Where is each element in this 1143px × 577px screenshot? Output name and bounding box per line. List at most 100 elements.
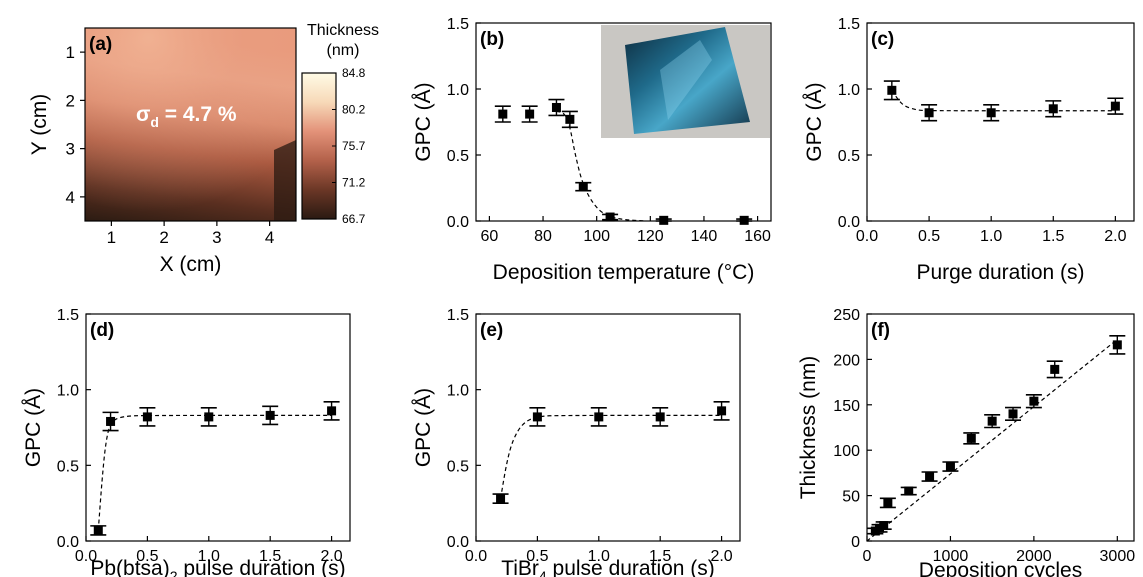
x-tick-label: 3: [212, 228, 221, 247]
y-tick-label: 1.0: [57, 383, 79, 400]
marker: [1008, 409, 1018, 419]
y-tick-label: 1.0: [447, 82, 469, 99]
marker: [655, 412, 665, 422]
marker: [93, 525, 103, 535]
data-point: [561, 110, 578, 129]
y-tick-label: 0: [851, 534, 860, 551]
x-tick-label: 1.5: [649, 548, 671, 565]
fit-curve: [866, 338, 1118, 542]
y-axis-label: GPC (Å): [412, 82, 435, 161]
data-point: [875, 521, 892, 531]
marker: [904, 486, 914, 496]
data-point: [90, 525, 107, 536]
data-point: [1107, 97, 1124, 115]
marker: [887, 85, 897, 95]
marker: [525, 109, 535, 119]
x-tick-label: 3000: [1100, 548, 1136, 565]
data-point: [921, 104, 938, 122]
marker: [551, 102, 561, 112]
data-point: [1109, 334, 1126, 355]
marker: [565, 114, 575, 124]
data-point: [200, 407, 217, 427]
colorbar-tick-label: 75.7: [342, 139, 366, 153]
marker: [204, 412, 214, 422]
data-point: [883, 80, 900, 101]
panel-f: 0 1000 2000 3000 0 50 100 150 200 250 Deposition c…: [797, 307, 1135, 577]
marker: [327, 406, 337, 416]
x-axis-label-main: Pb(btsa): [90, 557, 169, 577]
x-tick-label: 2.0: [1104, 228, 1126, 245]
x-tick-label: 2.0: [320, 548, 342, 565]
data-point: [1045, 100, 1062, 118]
panel-c: 0.0 0.5 1.0 1.5 2.0 0.0 0.5 1.0 1.5 Purge duratio…: [803, 16, 1135, 284]
x-tick-label: 0.5: [526, 548, 548, 565]
data-point: [921, 471, 938, 482]
colorbar-bar: [301, 72, 337, 220]
colorbar-tick-label: 80.2: [342, 103, 366, 117]
x-axis-label: TiBr4 pulse duration (s): [501, 557, 715, 577]
y-tick-label: 2: [66, 91, 75, 110]
x-axis-label-rest: pulse duration (s): [178, 557, 346, 577]
data-point: [879, 497, 896, 509]
data-point: [1005, 406, 1022, 422]
data-point: [1025, 394, 1042, 409]
y-tick-label: 0.0: [447, 214, 469, 231]
data-point: [262, 405, 279, 426]
y-tick-label: 1.5: [447, 16, 469, 33]
x-tick-label: 1.5: [1042, 228, 1064, 245]
plot-frame: [84, 27, 297, 222]
marker: [945, 462, 955, 472]
x-tick-label: 4: [265, 228, 274, 247]
y-axis-label: GPC (Å): [22, 388, 45, 467]
x-tick-label: 1.0: [198, 548, 220, 565]
data-point: [652, 407, 669, 427]
marker: [659, 215, 669, 225]
y-tick-label: 1.5: [447, 307, 469, 324]
marker: [1112, 340, 1122, 350]
marker: [739, 215, 749, 225]
marker: [106, 416, 116, 426]
y-tick-label: 250: [833, 307, 860, 324]
x-tick-label: 2.0: [710, 548, 732, 565]
y-tick-label: 0.5: [57, 458, 79, 475]
x-tick-label: 1000: [933, 548, 969, 565]
marker: [879, 521, 889, 531]
data-point: [529, 407, 546, 427]
marker: [532, 412, 542, 422]
data-point: [900, 486, 917, 496]
x-tick-label: 1.0: [588, 548, 610, 565]
marker: [883, 498, 893, 508]
x-tick-label: 0.0: [75, 548, 97, 565]
data-point: [736, 215, 753, 225]
data-point: [139, 407, 156, 427]
x-axis-label-subscript: 2: [170, 568, 178, 577]
fit-curve: [97, 414, 332, 531]
annotation-symbol: σ: [136, 103, 150, 126]
x-axis-label-subscript: 4: [539, 568, 547, 577]
x-tick-label: 0: [863, 548, 872, 565]
y-tick-label: 1.0: [447, 383, 469, 400]
y-tick-label: 3: [66, 140, 75, 159]
panel-a: 1 2 3 4 1 2 3 4 X (cm) Y (cm) (a) σd = 4.7 % Thickne…: [28, 22, 379, 276]
marker: [578, 182, 588, 192]
x-axis-label: Purge duration (s): [916, 261, 1084, 284]
marker: [1048, 104, 1058, 114]
x-tick-label: 2: [159, 228, 168, 247]
fit-curve: [891, 89, 1116, 112]
data-point: [548, 98, 565, 117]
x-tick-label: 0.0: [465, 548, 487, 565]
annotation-subscript: d: [150, 114, 159, 130]
y-tick-label: 50: [842, 489, 860, 506]
data-point: [1046, 360, 1063, 379]
y-tick-label: 150: [833, 398, 860, 415]
panel-label: (e): [480, 320, 503, 341]
plot-frame: [866, 313, 1135, 542]
colorbar-title: Thickness: [307, 22, 379, 39]
heatmap-image: [85, 28, 296, 221]
annotation-value: = 4.7 %: [159, 103, 237, 126]
y-tick-label: 100: [833, 443, 860, 460]
data-point: [983, 104, 1000, 122]
marker: [1050, 364, 1060, 374]
marker: [498, 109, 508, 119]
